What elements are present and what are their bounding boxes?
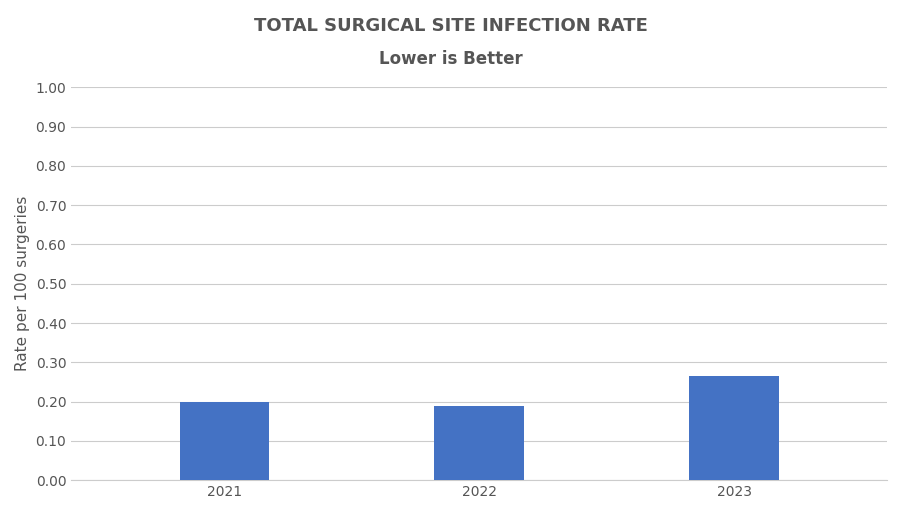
Text: TOTAL SURGICAL SITE INFECTION RATE: TOTAL SURGICAL SITE INFECTION RATE bbox=[254, 16, 648, 35]
Bar bbox=[179, 401, 269, 480]
Bar bbox=[689, 376, 778, 480]
Bar bbox=[435, 406, 524, 480]
Text: Lower is Better: Lower is Better bbox=[379, 50, 523, 68]
Y-axis label: Rate per 100 surgeries: Rate per 100 surgeries bbox=[15, 196, 30, 372]
